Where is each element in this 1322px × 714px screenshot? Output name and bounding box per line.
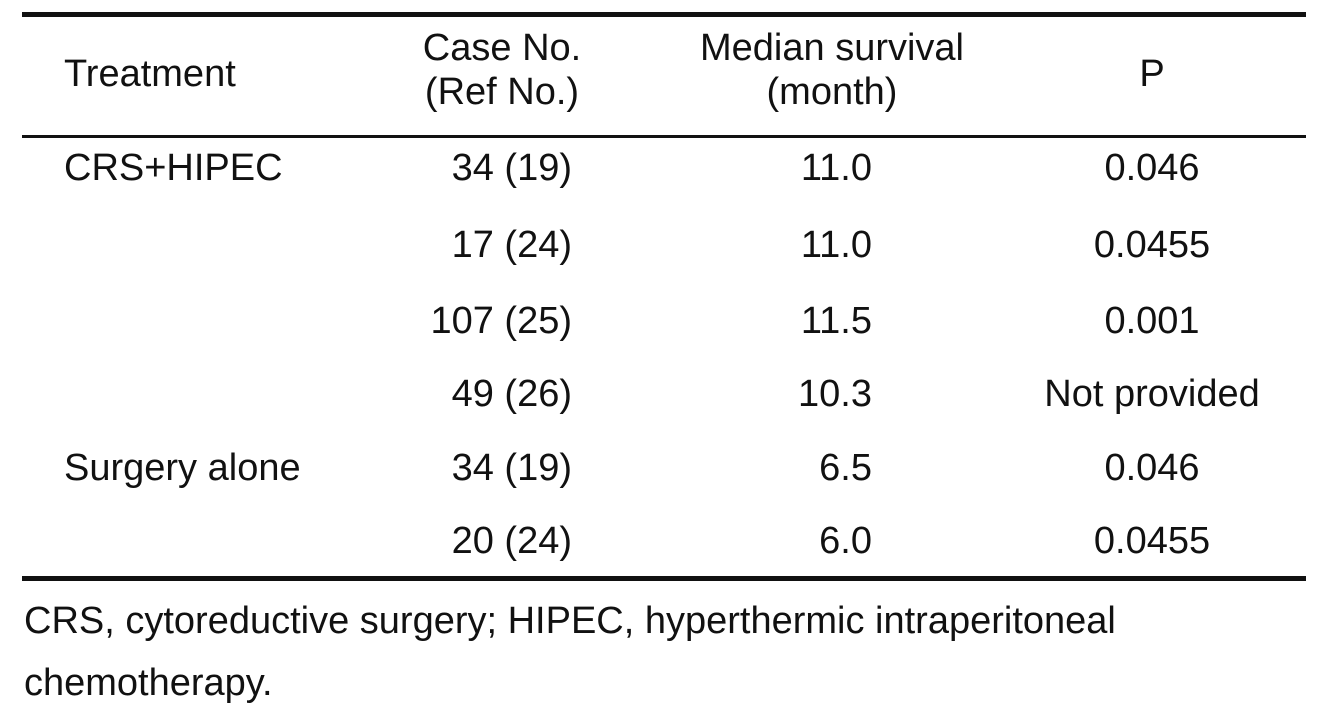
header-case-no: Case No. (Ref No.) xyxy=(402,26,602,114)
cell-median-survival: 10.3 xyxy=(798,373,872,415)
cell-median-survival: 6.0 xyxy=(819,520,872,562)
cell-median-survival: 11.0 xyxy=(800,147,872,189)
cell-p-value: Not provided xyxy=(1044,373,1260,415)
cell-p-value: 0.001 xyxy=(1104,300,1200,342)
header-case-no-line1: Case No. xyxy=(422,27,582,69)
cell-case-no: 34 (19) xyxy=(451,447,572,489)
cell-p-value: 0.046 xyxy=(1104,147,1200,189)
table-rule-top xyxy=(22,12,1306,17)
header-treatment: Treatment xyxy=(64,53,236,95)
cell-median-survival: 11.5 xyxy=(800,300,872,342)
cell-case-no: 34 (19) xyxy=(451,147,572,189)
header-median-survival: Median survival (month) xyxy=(642,26,1022,114)
table-rule-mid xyxy=(22,135,1306,138)
header-case-no-line2: (Ref No.) xyxy=(424,71,580,113)
header-median-survival-line1: Median survival xyxy=(700,27,964,69)
header-p: P xyxy=(1139,53,1165,95)
cell-case-no: 107 (25) xyxy=(430,300,572,342)
cell-case-no: 49 (26) xyxy=(451,373,572,415)
cell-median-survival: 11.0 xyxy=(800,224,872,266)
table-rule-bottom xyxy=(22,576,1306,581)
cell-p-value: 0.0455 xyxy=(1093,520,1211,562)
cell-p-value: 0.046 xyxy=(1104,447,1200,489)
cell-p-value: 0.0455 xyxy=(1093,224,1211,266)
cell-median-survival: 6.5 xyxy=(819,447,872,489)
header-median-survival-line2: (month) xyxy=(766,71,898,113)
cell-treatment: Surgery alone xyxy=(64,447,301,489)
cell-case-no: 20 (24) xyxy=(451,520,572,562)
cell-case-no: 17 (24) xyxy=(451,224,572,266)
footnote: CRS, cytoreductive surgery; HIPEC, hyper… xyxy=(24,600,1116,704)
cell-treatment: CRS+HIPEC xyxy=(64,147,283,189)
